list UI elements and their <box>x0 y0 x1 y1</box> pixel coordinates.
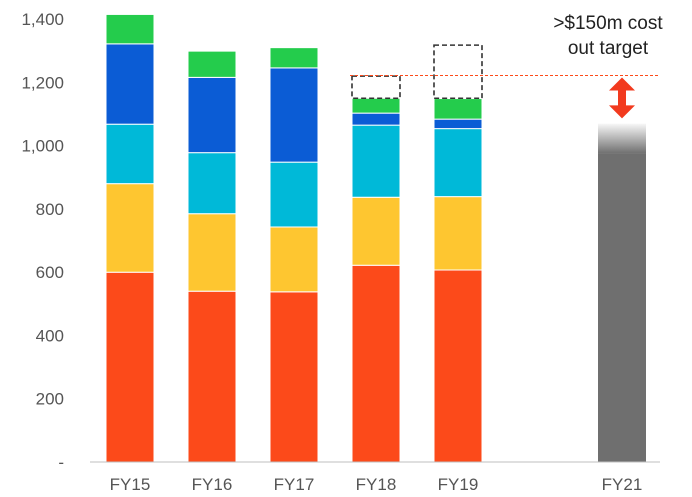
gap-box <box>351 75 401 100</box>
target-bar-fade <box>598 123 646 154</box>
annotation-line-2: out target <box>568 38 649 59</box>
bar-segment <box>269 226 319 293</box>
bar-segment <box>269 161 319 228</box>
y-tick-label: 600 <box>36 263 64 282</box>
x-tick-label: FY15 <box>110 475 151 494</box>
bar-segment <box>351 112 401 126</box>
bar-segment <box>105 123 155 185</box>
y-tick-label: - <box>58 453 64 472</box>
x-tick-label: FY18 <box>356 475 397 494</box>
bar-segment <box>187 152 237 215</box>
x-tick-label: FY17 <box>274 475 315 494</box>
bar-segment <box>433 128 483 198</box>
bar-segment <box>187 290 237 463</box>
bar-segment <box>433 118 483 130</box>
bar-segment <box>105 43 155 125</box>
y-tick-label: 400 <box>36 326 64 345</box>
bar-segment <box>105 183 155 273</box>
target-bar <box>598 153 646 462</box>
y-tick-label: 800 <box>36 200 64 219</box>
x-tick-label: FY21 <box>602 475 643 494</box>
bar-segment <box>187 50 237 78</box>
double-arrow-icon <box>609 77 635 119</box>
x-axis: FY15 FY16 FY17 FY18 FY19 FY21 <box>90 461 660 494</box>
bar-segment <box>269 47 319 69</box>
bar-segment <box>433 98 483 120</box>
y-axis: - 200 400 600 800 1,000 1,200 1,400 <box>21 10 64 472</box>
bar-segment <box>105 13 155 45</box>
bar-segment <box>187 213 237 292</box>
annotation-line-1: >$150m cost <box>553 13 663 34</box>
bars <box>105 13 646 463</box>
annotation: >$150m cost out target <box>553 13 663 59</box>
bar-segment <box>351 124 401 198</box>
bar-segment <box>269 67 319 163</box>
y-tick-label: 1,000 <box>21 137 64 156</box>
bar-segment <box>351 196 401 266</box>
overlays <box>350 44 660 119</box>
bar-segment <box>433 196 483 271</box>
bar-segment <box>433 269 483 463</box>
bar-segment <box>351 97 401 114</box>
y-tick-label: 1,400 <box>21 10 64 29</box>
bar-segment <box>351 264 401 463</box>
y-tick-label: 200 <box>36 390 64 409</box>
bar-segment <box>269 291 319 463</box>
x-tick-label: FY19 <box>438 475 479 494</box>
gap-box <box>433 44 483 100</box>
y-tick-label: 1,200 <box>21 73 64 92</box>
bar-segment <box>187 76 237 154</box>
bar-segment <box>105 271 155 463</box>
x-tick-label: FY16 <box>192 475 233 494</box>
